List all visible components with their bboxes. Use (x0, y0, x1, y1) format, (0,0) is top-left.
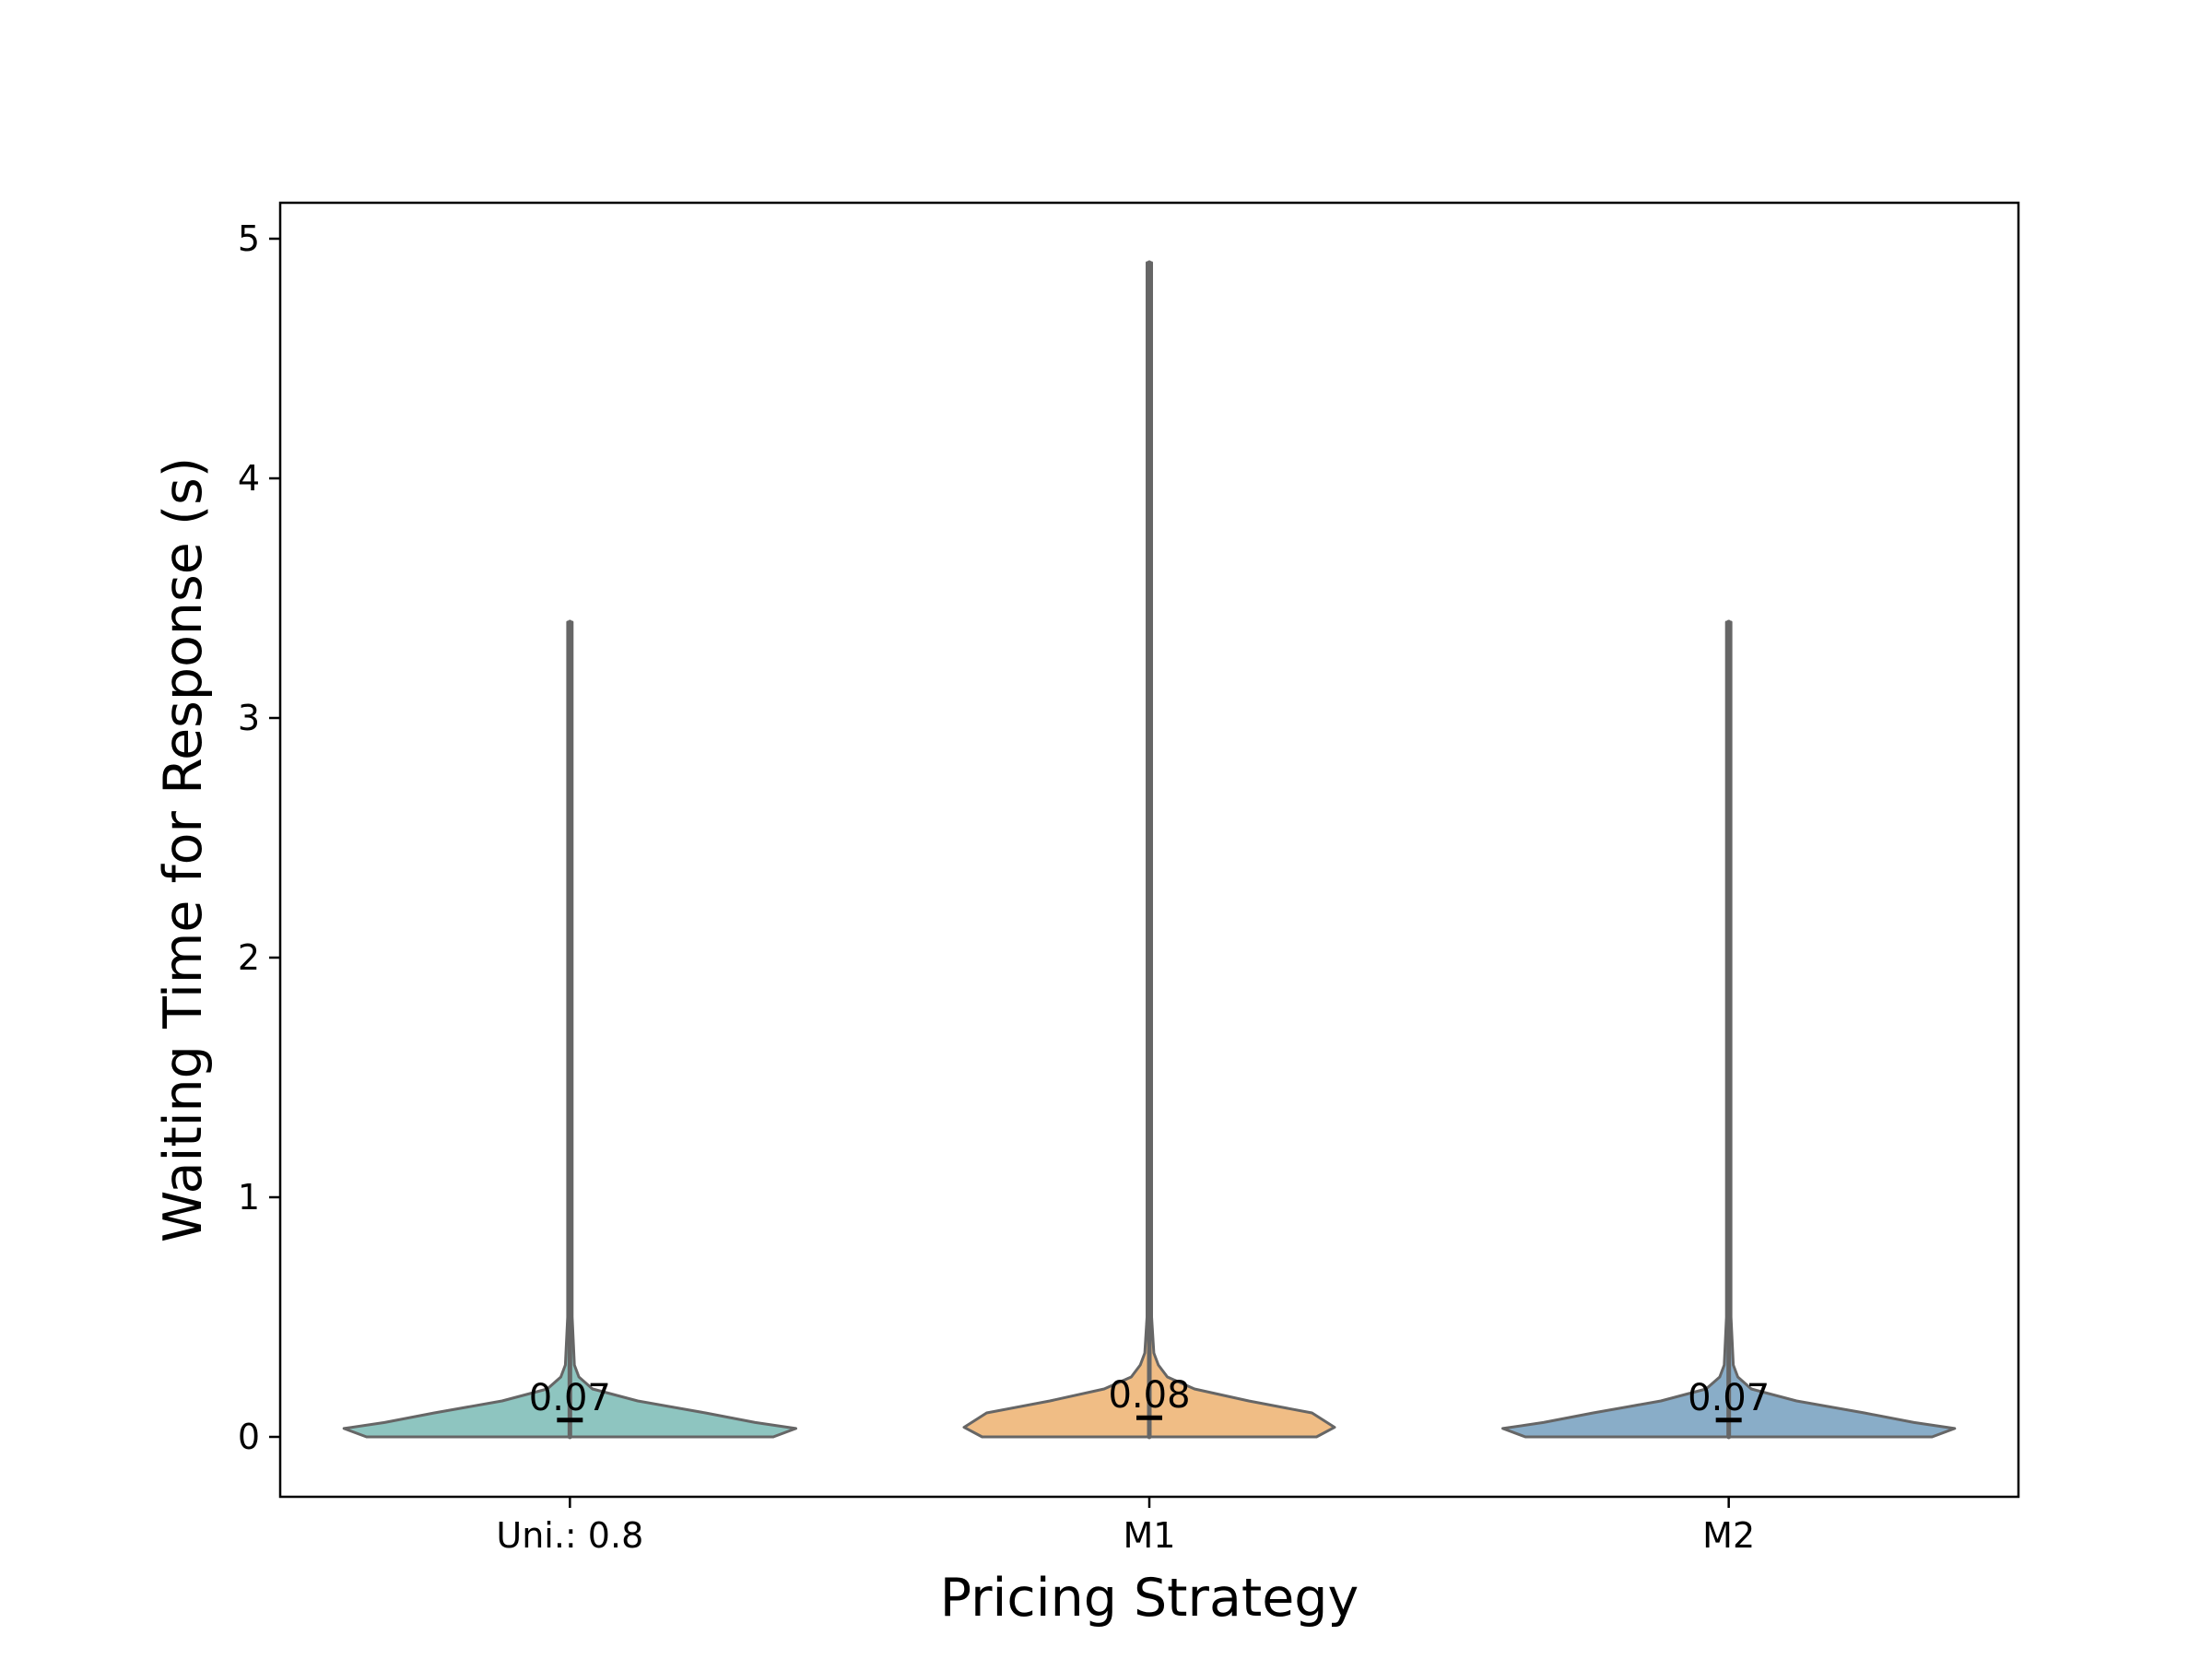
x-tick-label: Uni.: 0.8 (496, 1515, 643, 1556)
violins-layer (342, 260, 1957, 1440)
y-tick-label: 3 (238, 698, 260, 738)
x-tick-label: M1 (1124, 1515, 1176, 1556)
mean-value-label: 0.08 (1108, 1374, 1190, 1417)
y-tick-label: 4 (238, 458, 260, 499)
plot-frame (278, 201, 2020, 1499)
y-tick-label: 2 (238, 937, 260, 978)
mean-markers-layer: 0.07 0.08 0.07 (529, 1374, 1770, 1423)
mean-value-label: 0.07 (1688, 1377, 1770, 1419)
mean-value-label: 0.07 (529, 1377, 611, 1419)
y-tick-label: 5 (238, 218, 260, 259)
x-axis-label: Pricing Strategy (940, 1568, 1359, 1629)
y-tick-label: 1 (238, 1177, 260, 1218)
y-tick-label: 0 (238, 1417, 260, 1457)
x-axis-ticks: Uni.: 0.8 M1 M2 (496, 1497, 1755, 1556)
x-tick-label: M2 (1702, 1515, 1755, 1556)
y-axis-ticks: 0 1 2 3 4 5 (238, 218, 280, 1457)
y-axis-label: Waiting Time for Response (s) (153, 457, 214, 1242)
